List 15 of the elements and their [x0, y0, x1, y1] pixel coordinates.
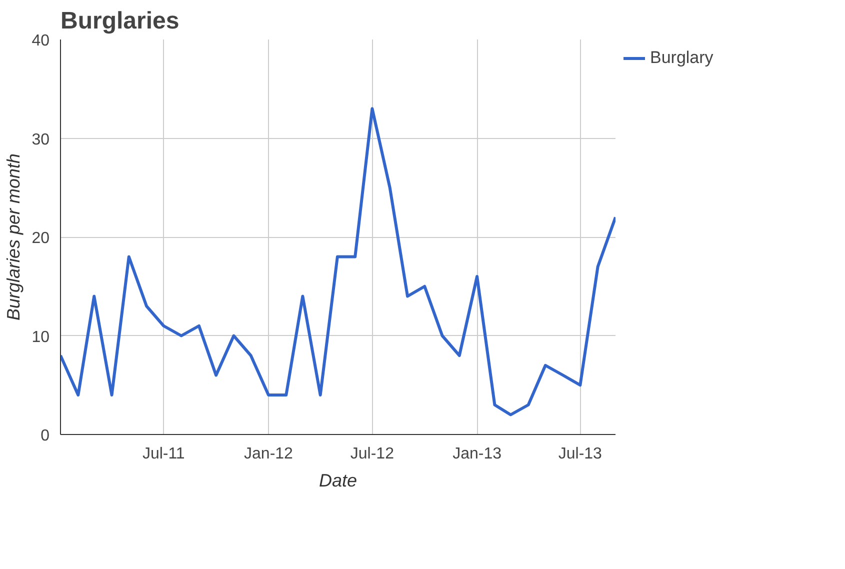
- y-tick-label: 40: [32, 32, 50, 50]
- x-tick-label: Jul-13: [558, 446, 602, 462]
- y-tick-label: 0: [40, 428, 50, 444]
- x-tick-label: Jan-12: [244, 446, 294, 462]
- x-axis-title: Date: [318, 470, 358, 490]
- y-tick-label: 10: [32, 328, 50, 346]
- x-tick-label: Jul-12: [350, 446, 394, 462]
- y-tick-label: 30: [32, 131, 50, 148]
- x-tick-label: Jan-13: [452, 446, 502, 462]
- x-tick-label: Jul-11: [142, 446, 185, 462]
- line-series: [60, 107, 616, 416]
- y-tick-label: 20: [32, 230, 50, 247]
- chart-title: Burglaries: [60, 8, 180, 34]
- y-axis-title: Burglaries per month: [4, 153, 24, 321]
- legend-label: Burglary: [650, 48, 714, 68]
